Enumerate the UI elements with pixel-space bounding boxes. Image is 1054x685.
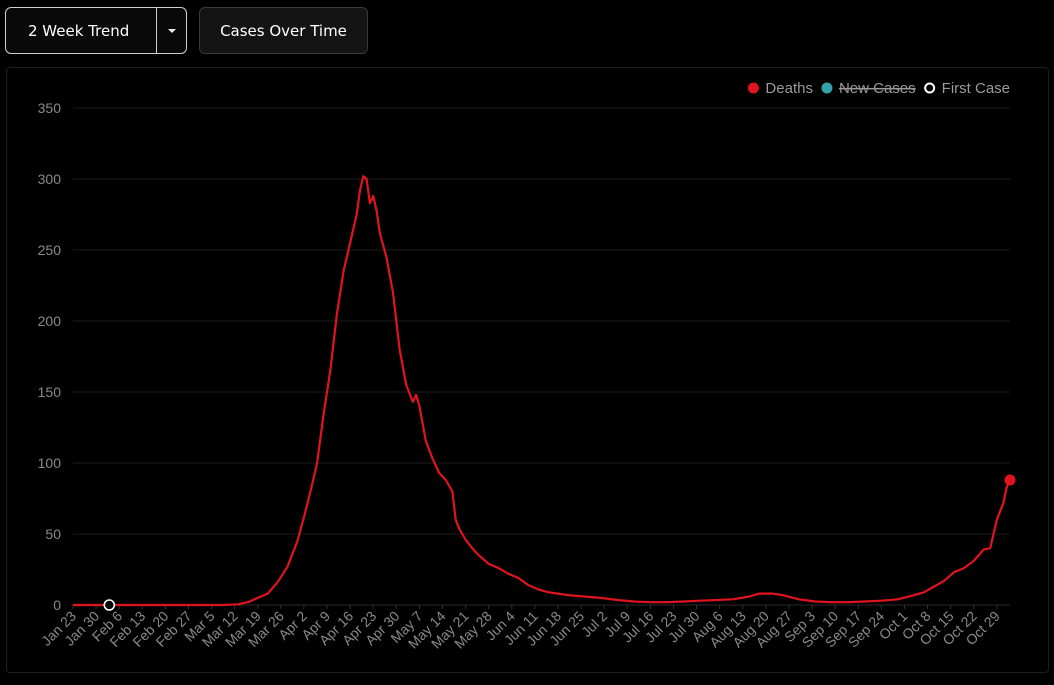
trend-dropdown-toggle[interactable] (157, 8, 186, 53)
legend-label: New Cases (839, 80, 916, 97)
caret-down-icon (167, 28, 176, 33)
legend-label: Deaths (765, 80, 813, 97)
trend-dropdown-group: 2 Week Trend (5, 7, 187, 54)
y-tick-label: 250 (38, 242, 62, 258)
y-tick-label: 50 (45, 526, 61, 542)
deaths-series-line (73, 175, 1011, 607)
y-tick-label: 200 (38, 313, 62, 329)
y-tick-label: 0 (53, 597, 61, 613)
y-tick-label: 100 (38, 455, 62, 471)
legend-marker-icon (747, 82, 759, 94)
cases-over-time-button[interactable]: Cases Over Time (199, 7, 368, 54)
first-case-marker (103, 599, 116, 611)
legend-marker-icon (924, 82, 936, 94)
chart-panel: 0 50 100 150 200 250 300 350 Jan 23 Jan 30 Feb 6 Fe… (6, 67, 1049, 673)
y-tick-label: 300 (38, 171, 62, 187)
two-week-trend-button[interactable]: 2 Week Trend (6, 8, 157, 53)
legend-label: First Case (942, 80, 1010, 97)
deaths-end-point (1004, 474, 1016, 486)
y-tick-label: 150 (38, 384, 62, 400)
legend-marker-icon (821, 82, 833, 94)
y-tick-label: 350 (38, 100, 62, 116)
